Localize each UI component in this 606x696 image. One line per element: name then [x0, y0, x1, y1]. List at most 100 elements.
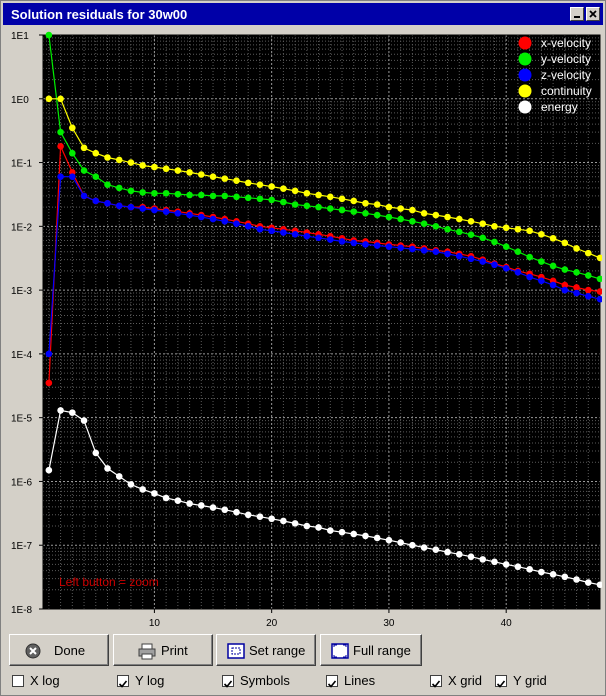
data-point-z-velocity — [479, 258, 487, 265]
data-point-energy — [326, 527, 334, 534]
data-point-z-velocity — [491, 261, 498, 269]
full-range-icon — [331, 643, 349, 659]
data-point-continuity — [420, 210, 428, 217]
checkbox-box[interactable] — [326, 675, 338, 688]
data-point-continuity — [338, 195, 346, 203]
data-point-z-velocity — [139, 205, 146, 212]
full-range-button[interactable]: Full range — [320, 634, 422, 666]
checkmark-icon — [223, 680, 233, 688]
checkbox-box[interactable] — [12, 675, 24, 687]
data-point-y-velocity — [502, 243, 510, 250]
data-point-y-velocity — [198, 191, 205, 199]
data-point-z-velocity — [596, 295, 602, 303]
data-point-z-velocity — [244, 223, 252, 230]
title-bar[interactable]: Solution residuals for 30w00 — [3, 3, 603, 25]
full-range-label: Full range — [353, 643, 411, 658]
data-point-energy — [198, 502, 205, 509]
data-point-continuity — [315, 191, 322, 199]
data-point-continuity — [104, 154, 111, 161]
checkbox-box[interactable] — [430, 675, 442, 688]
data-point-continuity — [198, 171, 205, 178]
data-point-z-velocity — [315, 234, 322, 242]
y-log-label: Y log — [135, 673, 165, 688]
data-point-energy — [233, 508, 240, 516]
data-point-continuity — [151, 163, 158, 171]
data-point-continuity — [526, 227, 533, 235]
data-point-continuity — [479, 220, 487, 227]
data-point-y-velocity — [491, 238, 498, 246]
data-point-y-velocity — [45, 31, 53, 39]
zoom-hint-annotation: Left button = zoom — [59, 575, 159, 589]
data-point-energy — [291, 520, 299, 527]
data-point-continuity — [69, 124, 76, 132]
data-point-y-velocity — [57, 128, 64, 136]
data-point-continuity — [584, 249, 592, 257]
set-range-icon — [227, 643, 245, 659]
close-button[interactable] — [586, 7, 600, 21]
data-point-y-velocity — [455, 228, 463, 236]
data-point-z-velocity — [373, 242, 381, 249]
data-point-x-velocity — [57, 142, 64, 150]
data-point-energy — [584, 579, 592, 586]
data-point-energy — [115, 473, 123, 480]
data-point-energy — [80, 417, 88, 424]
checkbox-box[interactable] — [495, 675, 507, 688]
data-point-z-velocity — [186, 211, 193, 219]
data-point-energy — [420, 544, 428, 551]
data-point-y-velocity — [526, 253, 533, 261]
y-tick-label: 1E-6 — [11, 477, 33, 488]
data-point-z-velocity — [80, 192, 88, 200]
data-point-continuity — [573, 245, 580, 252]
y-tick-label: 1E-4 — [11, 350, 33, 361]
minimize-button[interactable] — [570, 7, 584, 21]
legend-marker-x-velocity — [518, 36, 532, 50]
options-row: X log Y log Symbols Lines X grid Y grid — [0, 672, 606, 692]
data-point-z-velocity — [268, 227, 275, 235]
data-point-z-velocity — [303, 232, 311, 240]
data-point-energy — [538, 568, 545, 576]
data-point-y-velocity — [92, 173, 100, 181]
data-point-continuity — [45, 95, 53, 103]
x-tick-label: 40 — [501, 618, 513, 627]
data-point-energy — [303, 522, 311, 530]
plot-area[interactable]: 1E1 1E0 1E-1 1E-2 1E-3 1E-4 1E-5 1E-6 1E-7 1E-8 10… — [3, 27, 602, 627]
data-point-y-velocity — [174, 190, 182, 198]
y-tick-label: 1E-5 — [11, 414, 33, 425]
data-point-z-velocity — [174, 210, 182, 217]
print-button[interactable]: Print — [113, 634, 213, 666]
done-button[interactable]: Done — [9, 634, 109, 666]
data-point-x-velocity — [561, 281, 569, 289]
data-point-z-velocity — [151, 206, 158, 214]
data-point-z-velocity — [162, 208, 170, 215]
data-point-z-velocity — [397, 244, 404, 252]
data-point-continuity — [538, 231, 545, 238]
legend-label-y-velocity: y-velocity — [541, 52, 591, 66]
data-point-y-velocity — [514, 248, 522, 256]
data-point-y-velocity — [115, 184, 123, 192]
done-label: Done — [54, 643, 86, 658]
checkbox-box[interactable] — [117, 675, 129, 688]
data-point-energy — [409, 541, 416, 549]
data-point-z-velocity — [221, 217, 229, 225]
data-point-energy — [491, 558, 498, 566]
data-point-energy — [92, 449, 100, 457]
data-point-energy — [549, 571, 557, 578]
data-point-energy — [209, 504, 217, 511]
residuals-chart[interactable]: 1E1 1E0 1E-1 1E-2 1E-3 1E-4 1E-5 1E-6 1E-7 1E-8 10… — [3, 27, 602, 627]
x-tick-label: 30 — [383, 618, 395, 627]
data-point-y-velocity — [280, 198, 287, 206]
checkbox-box[interactable] — [222, 675, 234, 688]
data-point-energy — [256, 513, 264, 521]
data-point-energy — [455, 551, 463, 558]
data-point-z-velocity — [104, 199, 111, 207]
data-point-z-velocity — [338, 238, 346, 245]
data-point-energy — [244, 511, 252, 519]
data-point-x-velocity — [573, 284, 580, 291]
data-point-continuity — [491, 223, 498, 230]
data-point-energy — [104, 465, 111, 472]
data-point-y-velocity — [573, 269, 580, 276]
set-range-button[interactable]: Set range — [216, 634, 316, 666]
cancel-circle-icon — [25, 643, 41, 659]
data-point-continuity — [455, 215, 463, 223]
